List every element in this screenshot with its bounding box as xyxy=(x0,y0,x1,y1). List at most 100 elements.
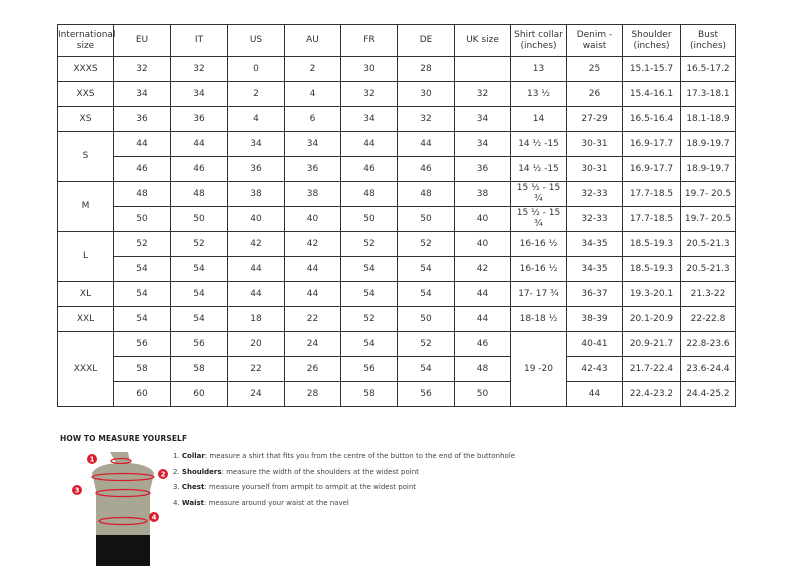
table-cell: 26 xyxy=(284,356,341,382)
table-cell: 32 xyxy=(397,106,455,132)
size-label: XL xyxy=(57,281,114,307)
table-cell: 54 xyxy=(170,306,228,332)
table-cell: 21.3-22 xyxy=(680,281,736,307)
table-cell xyxy=(454,56,511,82)
table-cell: 48 xyxy=(454,356,511,382)
size-label: XXL xyxy=(57,306,114,332)
table-row: 46 46 36 36 46 46 36 14 ½ -15 30-31 16.9-17.7 18.9… xyxy=(58,156,736,182)
column-header: FR xyxy=(340,24,398,57)
table-cell: 15 ½ - 15 ¾ xyxy=(510,181,567,207)
table-cell: 14 xyxy=(510,106,567,132)
table-cell: 54 xyxy=(340,256,398,282)
table-cell: 58 xyxy=(170,356,228,382)
table-cell: 44 xyxy=(284,256,341,282)
table-cell: 30 xyxy=(340,56,398,82)
table-cell: 34 xyxy=(454,106,511,132)
table-cell: 16.9-17.7 xyxy=(622,156,681,182)
table-cell: 16.9-17.7 xyxy=(622,131,681,157)
table-cell: 27-29 xyxy=(566,106,623,132)
table-cell: 17.7-18.5 xyxy=(622,181,681,207)
table-cell: 54 xyxy=(397,356,455,382)
table-cell: 46 xyxy=(340,156,398,182)
size-label: L xyxy=(57,231,114,282)
table-cell: 15.1-15.7 xyxy=(622,56,681,82)
table-cell: 50 xyxy=(454,381,511,407)
table-cell: 18.9-19.7 xyxy=(680,131,736,157)
guide-title: HOW TO MEASURE YOURSELF xyxy=(60,434,188,443)
table-cell: 52 xyxy=(113,231,171,257)
table-cell: 34 xyxy=(113,81,171,107)
size-label: XXXL xyxy=(57,331,114,407)
table-cell: 56 xyxy=(113,331,171,357)
table-cell: 14 ½ -15 xyxy=(510,131,567,157)
marker-2: 2 xyxy=(161,471,166,479)
table-cell: 24 xyxy=(284,331,341,357)
table-cell: 54 xyxy=(113,306,171,332)
table-row: 58 58 22 26 56 54 48 42-43 21.7-22.4 23.6-24.4 xyxy=(58,356,736,382)
step-shoulders: 2. Shoulders: measure the width of the s… xyxy=(173,467,419,476)
table-cell: 32 xyxy=(113,56,171,82)
table-cell: 52 xyxy=(340,306,398,332)
table-cell: 22.8-23.6 xyxy=(680,331,736,357)
table-cell: 23.6-24.4 xyxy=(680,356,736,382)
table-cell: 42 xyxy=(284,231,341,257)
table-cell: 46 xyxy=(454,331,511,357)
table-cell: 36 xyxy=(170,106,228,132)
table-cell: 15 ½ - 15 ¾ xyxy=(510,206,567,232)
table-cell: 50 xyxy=(170,206,228,232)
step-waist: 4. Waist: measure around your waist at t… xyxy=(173,498,349,507)
table-cell: 30 xyxy=(397,81,455,107)
column-header: IT xyxy=(170,24,228,57)
table-cell: 42 xyxy=(454,256,511,282)
table-cell: 48 xyxy=(397,181,455,207)
table-cell: 17- 17 ¾ xyxy=(510,281,567,307)
column-header: EU xyxy=(113,24,171,57)
table-cell: 22 xyxy=(284,306,341,332)
table-cell: 48 xyxy=(340,181,398,207)
table-cell: 40-41 xyxy=(566,331,623,357)
column-header: Shirt collar (inches) xyxy=(510,24,567,57)
column-header: UK size xyxy=(454,24,511,57)
table-cell: 30-31 xyxy=(566,131,623,157)
table-cell: 17.3-18.1 xyxy=(680,81,736,107)
table-cell: 22 xyxy=(227,356,285,382)
table-cell: 50 xyxy=(397,306,455,332)
table-row: M 48 48 38 38 48 48 38 15 ½ - 15 ¾ 32-33 17.7-18.5… xyxy=(57,181,736,232)
table-cell: 44 xyxy=(340,131,398,157)
table-cell: 18.5-19.3 xyxy=(622,256,681,282)
table-cell: 20.9-21.7 xyxy=(622,331,681,357)
table-cell: 48 xyxy=(170,181,228,207)
table-cell: 18 xyxy=(227,306,285,332)
table-cell: 20 xyxy=(227,331,285,357)
table-cell: 38-39 xyxy=(566,306,623,332)
table-cell: 13 xyxy=(510,56,567,82)
table-row: XS 36 36 4 6 34 32 34 14 27-29 16.5-16.4 18.1-18.9 xyxy=(57,106,736,132)
table-cell: 40 xyxy=(284,206,341,232)
step-chest: 3. Chest: measure yourself from armpit t… xyxy=(173,483,417,491)
torso-measure-illustration: 1 2 3 4 xyxy=(72,452,168,566)
table-cell: 24.4-25.2 xyxy=(680,381,736,407)
column-header: Shoulder (inches) xyxy=(622,24,681,57)
table-row: XXS 34 34 2 4 32 30 32 13 ½ 26 15.4-16.1 17.3-18.1 xyxy=(57,81,736,107)
table-cell: 48 xyxy=(113,181,171,207)
table-cell: 46 xyxy=(397,156,455,182)
table-cell: 52 xyxy=(340,231,398,257)
table-cell: 36 xyxy=(284,156,341,182)
table-row: 54 54 44 44 54 54 42 16-16 ½ 34-35 18.5-19.3 20.5-… xyxy=(58,256,736,282)
table-cell: 38 xyxy=(454,181,511,207)
table-cell: 54 xyxy=(340,331,398,357)
size-label: S xyxy=(57,131,114,182)
table-row: 60 60 24 28 58 56 50 44 22.4-23.2 24.4-25.2 xyxy=(58,381,736,407)
column-header: AU xyxy=(284,24,341,57)
table-cell: 14 ½ -15 xyxy=(510,156,567,182)
table-cell: 38 xyxy=(227,181,285,207)
marker-1: 1 xyxy=(90,456,95,464)
size-label: XS xyxy=(57,106,114,132)
table-cell: 19.3-20.1 xyxy=(622,281,681,307)
table-cell: 28 xyxy=(284,381,341,407)
table-row: XXL 54 54 18 22 52 50 44 18-18 ½ 38-39 20.1-20.9 22… xyxy=(57,306,736,332)
table-cell: 58 xyxy=(340,381,398,407)
table-cell: 22-22.8 xyxy=(680,306,736,332)
table-cell: 34-35 xyxy=(566,231,623,257)
table-cell: 20.1-20.9 xyxy=(622,306,681,332)
